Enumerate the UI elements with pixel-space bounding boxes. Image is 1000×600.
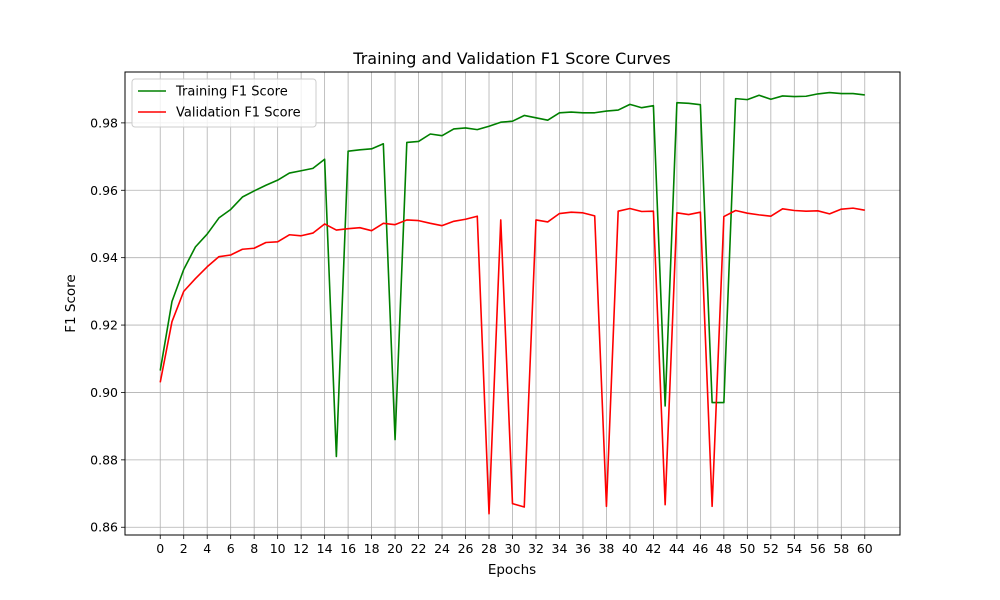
legend: Training F1 Score Validation F1 Score <box>131 78 317 128</box>
x-axis: 0 2 4 6 8 10 12 14 16 18 20 22 24 26 28 30 32 34 36 38 40 42 4… <box>156 535 873 556</box>
y-tick-label: 0.92 <box>90 318 118 333</box>
grid <box>125 72 900 535</box>
x-tick-label: 28 <box>481 541 497 556</box>
y-tick-label: 0.90 <box>90 385 118 400</box>
x-tick-label: 18 <box>364 541 380 556</box>
x-tick-label: 24 <box>434 541 450 556</box>
x-tick-label: 52 <box>763 541 779 556</box>
x-tick-label: 56 <box>810 541 826 556</box>
x-tick-label: 50 <box>739 541 755 556</box>
y-axis: 0.86 0.88 0.90 0.92 0.94 0.96 0.98 <box>90 115 125 535</box>
x-tick-label: 6 <box>227 541 235 556</box>
x-tick-label: 8 <box>250 541 258 556</box>
chart-title: Training and Validation F1 Score Curves <box>352 49 670 68</box>
x-axis-title: Epochs <box>488 562 536 578</box>
x-tick-label: 26 <box>458 541 474 556</box>
x-tick-label: 54 <box>786 541 802 556</box>
x-tick-label: 34 <box>552 541 568 556</box>
y-axis-title: F1 Score <box>63 274 79 332</box>
x-tick-label: 60 <box>857 541 873 556</box>
x-tick-label: 16 <box>340 541 356 556</box>
x-tick-label: 4 <box>203 541 211 556</box>
x-tick-label: 0 <box>156 541 164 556</box>
x-tick-label: 22 <box>411 541 427 556</box>
x-tick-label: 14 <box>317 541 333 556</box>
x-tick-label: 20 <box>387 541 403 556</box>
y-tick-label: 0.94 <box>90 250 118 265</box>
x-tick-label: 48 <box>716 541 732 556</box>
x-tick-label: 32 <box>528 541 544 556</box>
y-tick-label: 0.96 <box>90 183 118 198</box>
x-tick-label: 46 <box>692 541 708 556</box>
x-tick-label: 12 <box>293 541 309 556</box>
legend-label-training: Training F1 Score <box>175 85 288 100</box>
y-tick-label: 0.98 <box>90 115 118 130</box>
validation-f1-line <box>159 207 865 515</box>
x-tick-label: 42 <box>645 541 661 556</box>
training-f1-line <box>159 91 865 458</box>
x-tick-label: 36 <box>575 541 591 556</box>
y-tick-label: 0.88 <box>90 452 118 467</box>
x-tick-label: 10 <box>270 541 286 556</box>
x-tick-label: 58 <box>833 541 849 556</box>
legend-box <box>131 78 317 128</box>
series-lines <box>159 91 865 515</box>
x-tick-label: 2 <box>180 541 188 556</box>
x-tick-label: 38 <box>598 541 614 556</box>
x-tick-label: 44 <box>669 541 685 556</box>
x-tick-label: 40 <box>622 541 638 556</box>
x-tick-label: 30 <box>505 541 521 556</box>
y-tick-label: 0.86 <box>90 520 118 535</box>
legend-label-validation: Validation F1 Score <box>176 106 301 121</box>
